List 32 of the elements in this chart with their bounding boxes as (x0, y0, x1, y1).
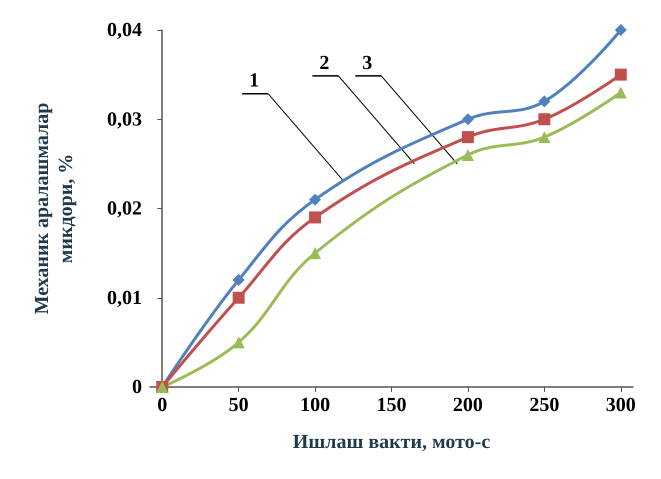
point (538, 113, 550, 126)
point (614, 86, 627, 98)
y-axis-title: Механик аралашмалар микдори, % (31, 102, 77, 314)
point (538, 95, 550, 108)
point (462, 113, 474, 126)
x-tick-label: 250 (529, 394, 560, 416)
x-tick-label: 100 (300, 394, 330, 416)
point (232, 292, 245, 304)
y-tick-label: 0 (132, 376, 142, 398)
x-axis-title: Ишлаш вакти, мото-с (292, 431, 490, 453)
x-tick-label: 150 (376, 394, 406, 416)
point (309, 247, 322, 260)
x-tick-label: 50 (228, 394, 249, 416)
point (232, 336, 245, 348)
point (232, 274, 245, 286)
point (309, 211, 322, 224)
y-tick-label: 0,01 (107, 286, 142, 309)
y-tick-label: 0,04 (107, 19, 142, 41)
annotation: 1 (249, 70, 260, 92)
point (462, 148, 474, 161)
x-tick-label: 0 (157, 394, 168, 416)
y-tick-label: 0,02 (107, 198, 142, 220)
x-tick-label: 200 (452, 394, 483, 416)
point (309, 194, 322, 206)
annotation: 3 (362, 52, 372, 74)
point (538, 131, 550, 144)
point (614, 68, 627, 81)
point (614, 24, 627, 36)
x-tick-label: 300 (606, 394, 636, 416)
annotation: 2 (319, 52, 330, 74)
point (462, 131, 474, 144)
y-tick-label: 0,03 (107, 108, 142, 130)
